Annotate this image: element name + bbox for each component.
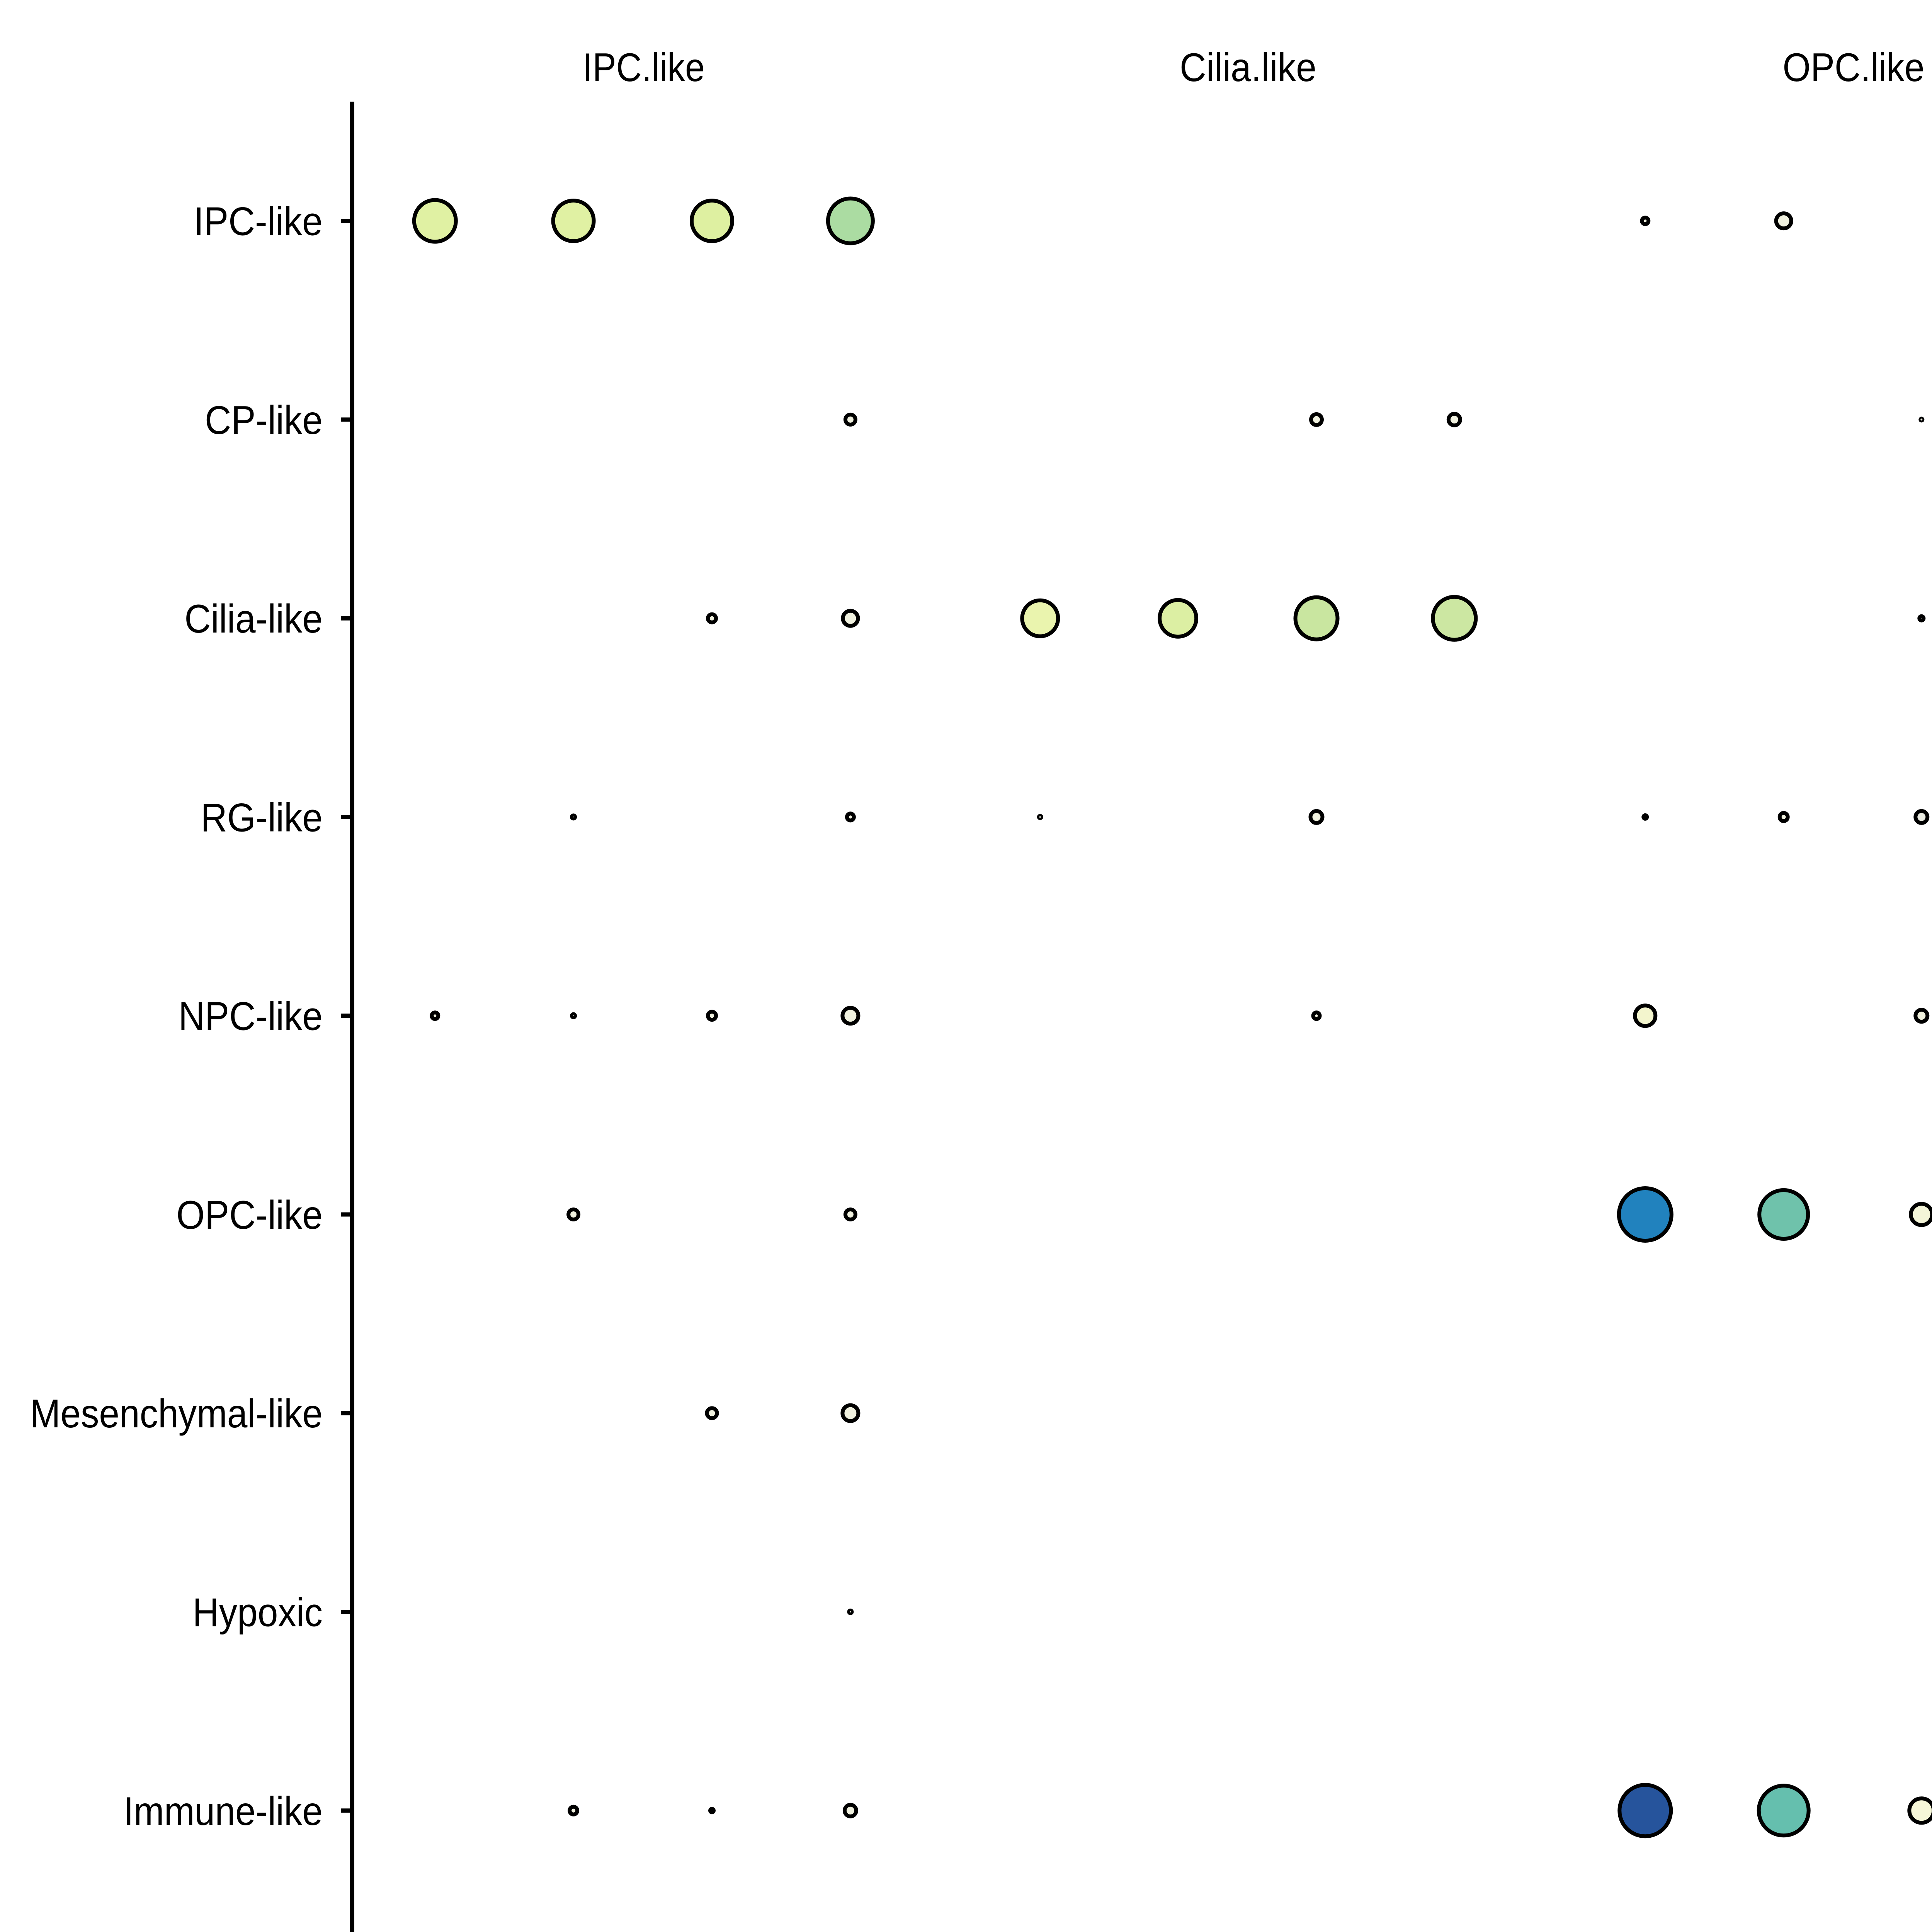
- svg-text:Mesenchymal-like: Mesenchymal-like: [30, 1391, 323, 1436]
- svg-text:Cilia.like: Cilia.like: [1180, 45, 1316, 90]
- svg-text:NPC-like: NPC-like: [179, 994, 323, 1039]
- svg-text:Immune-like: Immune-like: [124, 1789, 323, 1834]
- svg-text:IPC.like: IPC.like: [583, 45, 705, 90]
- svg-text:RG-like: RG-like: [201, 795, 323, 840]
- svg-text:Hypoxic: Hypoxic: [192, 1590, 323, 1635]
- svg-text:OPC.like: OPC.like: [1783, 45, 1925, 90]
- svg-text:Cilia-like: Cilia-like: [184, 597, 323, 641]
- svg-text:CP-like: CP-like: [205, 398, 323, 443]
- svg-text:IPC-like: IPC-like: [194, 199, 323, 244]
- svg-text:OPC-like: OPC-like: [176, 1193, 323, 1238]
